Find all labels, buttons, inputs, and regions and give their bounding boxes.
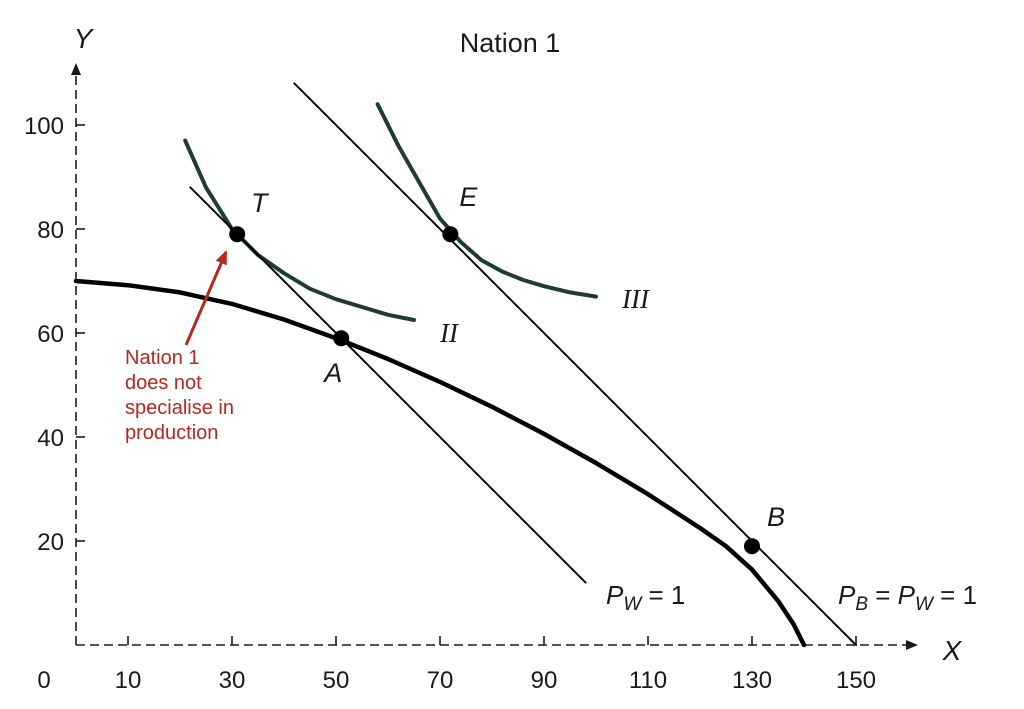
origin-label: 0: [37, 667, 50, 694]
x-axis-title: X: [942, 635, 963, 666]
y-tick-label: 60: [37, 321, 64, 348]
x-tick-label: 130: [732, 667, 772, 694]
y-tick-label: 40: [37, 425, 64, 452]
production-frontier-curve: [73, 278, 807, 648]
point-label-t: T: [251, 188, 270, 218]
x-tick-label: 90: [531, 667, 558, 694]
x-tick-label: 10: [115, 667, 142, 694]
x-tick-label: 30: [219, 667, 246, 694]
point-t: [229, 226, 246, 243]
y-tick-label: 80: [37, 217, 64, 244]
x-tick-label: 70: [427, 667, 454, 694]
price-line-p-w-1: [189, 186, 587, 584]
annotation-arrow: [184, 250, 228, 346]
indifference-curve-iii: [375, 102, 598, 299]
point-a: [333, 330, 350, 347]
y-tick-label: 100: [24, 113, 64, 140]
x-tick-label: 50: [323, 667, 350, 694]
x-tick-label: 150: [836, 667, 876, 694]
point-label-a: A: [322, 358, 342, 388]
indifference-label-iii: III: [621, 284, 651, 314]
chart-title: Nation 1: [460, 28, 561, 58]
indifference-curve-ii: [183, 138, 416, 322]
y-tick-label: 20: [37, 529, 64, 556]
price-line-label-p-b-p-w-1: PB = PW = 1: [838, 580, 977, 615]
point-label-b: B: [767, 502, 785, 532]
indifference-label-ii: II: [439, 318, 460, 348]
x-tick-label: 110: [629, 667, 667, 694]
annotation-text: Nation 1 does not specialise in production: [125, 347, 234, 444]
point-label-e: E: [459, 182, 478, 212]
y-axis-title: Y: [74, 23, 95, 54]
point-b: [744, 538, 760, 555]
price-line-label-p-w-1: PW = 1: [606, 580, 685, 615]
point-e: [442, 226, 459, 243]
price-line-p-b-p-w-1: [293, 82, 857, 646]
